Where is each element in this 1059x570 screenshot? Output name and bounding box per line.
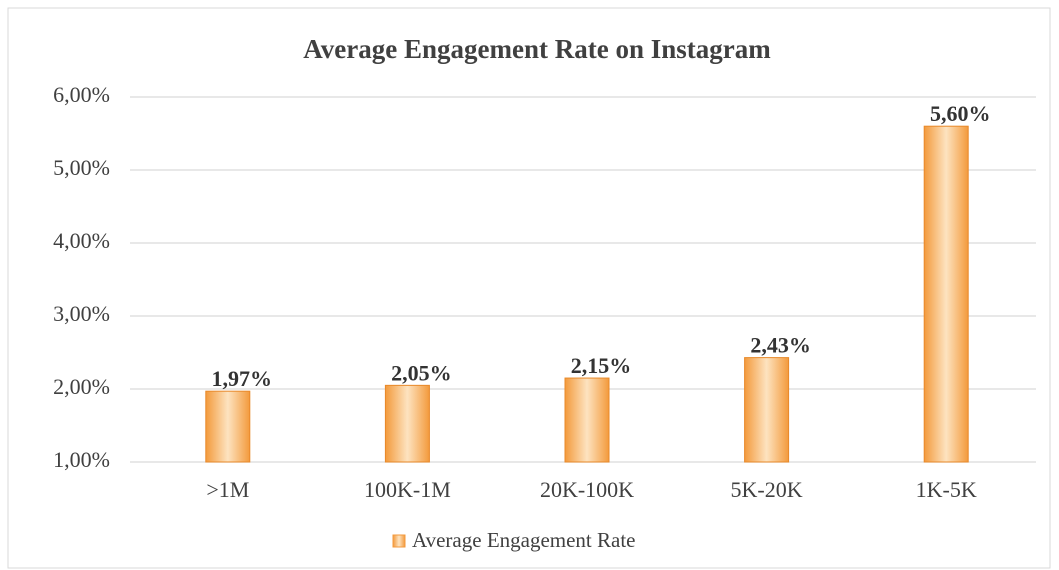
x-tick-label: >1M bbox=[206, 477, 249, 502]
x-tick-label: 1K-5K bbox=[916, 477, 977, 502]
bar bbox=[384, 384, 430, 463]
x-tick-label: 20K-100K bbox=[540, 477, 634, 502]
x-tick-label: 5K-20K bbox=[731, 477, 803, 502]
data-label: 2,15% bbox=[571, 353, 632, 378]
data-label: 2,05% bbox=[391, 360, 452, 385]
data-label: 5,60% bbox=[930, 101, 991, 126]
bar bbox=[744, 357, 790, 463]
data-label: 1,97% bbox=[212, 366, 273, 391]
bar bbox=[923, 125, 969, 463]
y-tick-label: 1,00% bbox=[53, 447, 110, 472]
y-tick-label: 6,00% bbox=[53, 82, 110, 107]
chart-frame bbox=[7, 7, 1051, 569]
y-tick-label: 4,00% bbox=[53, 228, 110, 253]
y-tick-label: 2,00% bbox=[53, 374, 110, 399]
chart-title: Average Engagement Rate on Instagram bbox=[303, 34, 771, 64]
bar bbox=[205, 390, 251, 463]
data-label: 2,43% bbox=[750, 333, 811, 358]
bar bbox=[564, 377, 610, 463]
y-tick-label: 5,00% bbox=[53, 155, 110, 180]
y-tick-label: 3,00% bbox=[53, 301, 110, 326]
legend-label: Average Engagement Rate bbox=[412, 528, 636, 552]
x-tick-label: 100K-1M bbox=[364, 477, 451, 502]
legend-swatch bbox=[392, 534, 406, 548]
